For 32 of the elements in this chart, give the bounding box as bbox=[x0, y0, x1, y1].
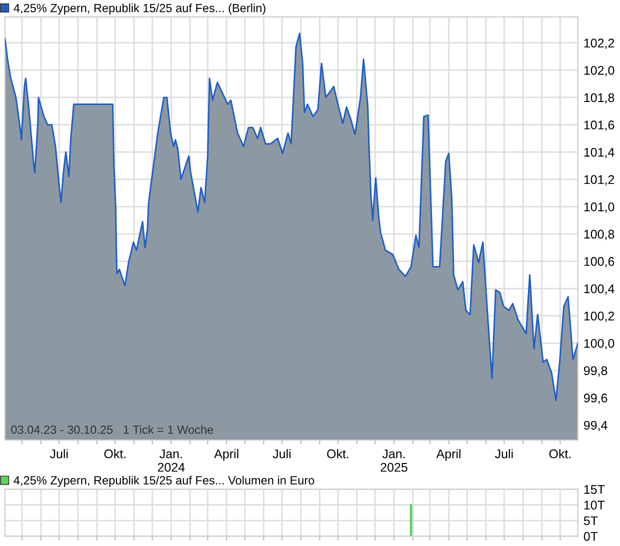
x-tick-label: Okt. bbox=[327, 449, 348, 458]
y-tick-label: 10T bbox=[584, 500, 605, 510]
y-tick-label: 100,2 bbox=[584, 312, 614, 322]
y-tick-label: 99,4 bbox=[584, 420, 608, 432]
x-tick-label: Okt. bbox=[104, 449, 126, 458]
y-tick-label: 101,0 bbox=[584, 202, 614, 213]
y-tick-label: 100,8 bbox=[584, 230, 614, 240]
y-tick-label: 101,2 bbox=[584, 175, 614, 186]
x-tick-label: Juli bbox=[494, 449, 513, 458]
y-tick-label: 101,4 bbox=[584, 148, 614, 158]
y-tick-label: 101,8 bbox=[584, 93, 614, 104]
y-tick-label: 100,4 bbox=[584, 284, 614, 295]
x-tick-label: Okt. bbox=[549, 449, 571, 458]
x-tick-label: April bbox=[436, 449, 460, 461]
y-tick-label: 100,6 bbox=[584, 257, 614, 268]
y-tick-label: 99,6 bbox=[584, 394, 608, 404]
legend-label: 4,25% Zypern, Republik 15/25 auf Fes... Volumen in Euro bbox=[14, 476, 314, 487]
y-tick-label: 5T bbox=[584, 516, 598, 526]
annotation: 03.04.23 - 30.10.25 1 Tick = 1 Woche bbox=[11, 425, 214, 434]
legend-label: 4,25% Zypern, Republik 15/25 auf Fes... (Berlin) bbox=[14, 4, 266, 15]
y-tick-label: 0T bbox=[584, 532, 598, 541]
y-tick-label: 100,0 bbox=[584, 338, 614, 350]
y-tick-label: 101,6 bbox=[584, 120, 614, 131]
x-tick-label: Jan. 2025 bbox=[380, 450, 408, 472]
y-tick-label: 102,0 bbox=[584, 66, 614, 76]
x-tick-label: Juli bbox=[272, 449, 290, 458]
y-tick-label: 102,2 bbox=[584, 38, 614, 49]
x-tick-label: Jan. 2024 bbox=[158, 450, 185, 472]
y-tick-label: 15T bbox=[584, 485, 605, 494]
y-tick-label: 99,8 bbox=[584, 366, 608, 377]
x-tick-label: April bbox=[214, 449, 238, 461]
x-tick-label: Juli bbox=[50, 449, 68, 458]
